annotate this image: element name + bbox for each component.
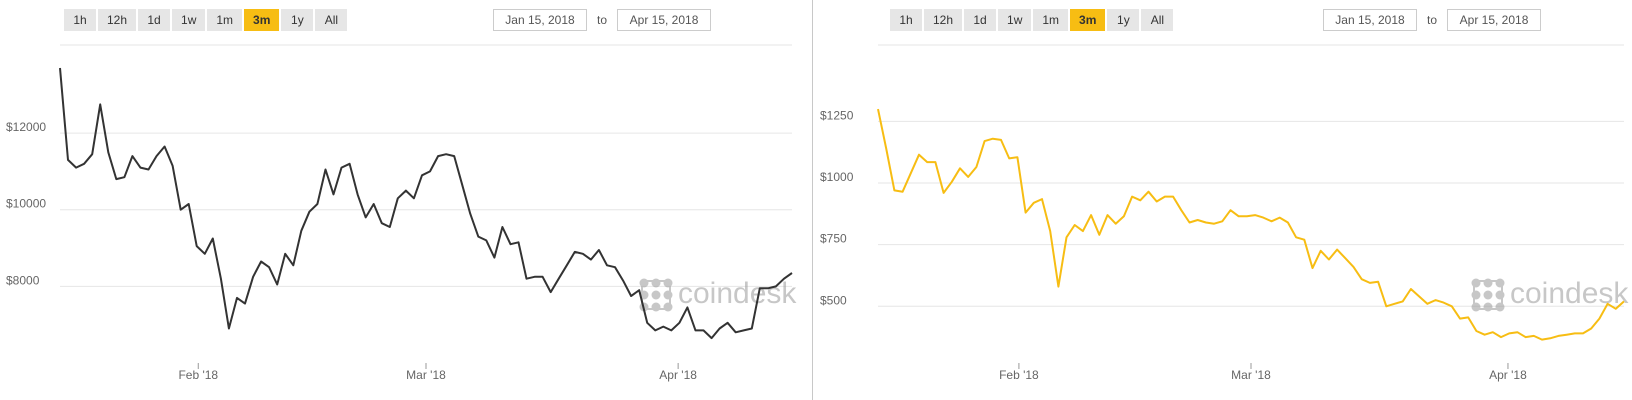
range-button-1w[interactable]: 1w [172,9,206,31]
price-line [877,108,1625,341]
range-button-1d[interactable]: 1d [964,9,997,31]
coindesk-logo-dot [1471,290,1481,300]
date-range: to [1323,9,1542,31]
coindesk-wordmark: coindesk [678,277,797,310]
coindesk-logo-dot [1495,278,1505,288]
range-button-3m[interactable]: 3m [1070,9,1106,31]
y-tick-label: $8000 [6,273,40,287]
coindesk-watermark: coindesk [1471,277,1629,312]
x-tick-label: Mar '18 [406,368,446,382]
panel-divider [812,0,813,400]
date-range: to [493,9,712,31]
coindesk-watermark: coindesk [639,277,797,312]
coindesk-logo-dot [663,302,673,312]
coindesk-logo-dot [1495,302,1505,312]
coindesk-logo-dot [639,278,649,288]
y-tick-label: $1000 [820,170,854,184]
range-button-3m[interactable]: 3m [244,9,280,31]
date-to-input[interactable] [617,9,712,31]
coindesk-logo-dot [1483,302,1493,312]
coindesk-logo-dot [663,290,673,300]
range-button-1y[interactable]: 1y [281,9,314,31]
range-button-1w[interactable]: 1w [998,9,1032,31]
range-button-1d[interactable]: 1d [138,9,171,31]
date-from-input[interactable] [493,9,587,31]
coindesk-logo-frame [641,280,671,310]
coindesk-logo-dot [651,278,661,288]
coindesk-logo-dot [651,302,661,312]
coindesk-logo-dot [1495,290,1505,300]
date-to-input[interactable] [1447,9,1542,31]
range-button-12h[interactable]: 12h [98,9,137,31]
eth-chart-panel: 1h 12h 1d 1w 1m 3m 1y All to $500 $750 $10… [814,0,1632,400]
range-button-1m[interactable]: 1m [207,9,243,31]
y-tick-label: $500 [820,293,847,307]
x-tick-label: Feb '18 [178,368,218,382]
range-button-group: 1h 12h 1d 1w 1m 3m 1y All [64,9,348,31]
coindesk-logo-frame [1473,280,1503,310]
coindesk-logo-dot [1483,278,1493,288]
coindesk-logo-dot [1483,290,1493,300]
y-tick-label: $10000 [6,197,46,211]
x-tick-label: Apr '18 [659,368,697,382]
x-tick-label: Apr '18 [1489,368,1527,382]
btc-chart-panel: 1h 12h 1d 1w 1m 3m 1y All to $8000 $10000… [0,0,812,400]
to-label: to [1427,13,1438,27]
range-button-1h[interactable]: 1h [890,9,922,31]
coindesk-logo-dot [1471,278,1481,288]
y-tick-label: $750 [820,232,847,246]
range-button-1m[interactable]: 1m [1033,9,1069,31]
y-tick-label: $12000 [6,120,46,134]
date-from-input[interactable] [1323,9,1417,31]
range-button-1y[interactable]: 1y [1107,9,1140,31]
btc-price-chart: $8000 $10000 $12000 Feb '18 Mar '18 Apr '18 co… [6,44,797,382]
range-button-all[interactable]: All [1141,9,1174,31]
eth-price-chart: $500 $750 $1000 $1250 Feb '18 Mar '18 Apr '18 c… [820,44,1629,382]
price-line [59,67,793,340]
range-button-group: 1h 12h 1d 1w 1m 3m 1y All [890,9,1174,31]
x-tick-label: Mar '18 [1231,368,1271,382]
y-tick-label: $1250 [820,108,854,122]
range-button-all[interactable]: All [315,9,348,31]
coindesk-logo-dot [663,278,673,288]
range-button-12h[interactable]: 12h [924,9,963,31]
range-button-1h[interactable]: 1h [64,9,96,31]
to-label: to [597,13,608,27]
coindesk-logo-dot [651,290,661,300]
coindesk-logo-dot [1471,302,1481,312]
x-tick-label: Feb '18 [999,368,1039,382]
